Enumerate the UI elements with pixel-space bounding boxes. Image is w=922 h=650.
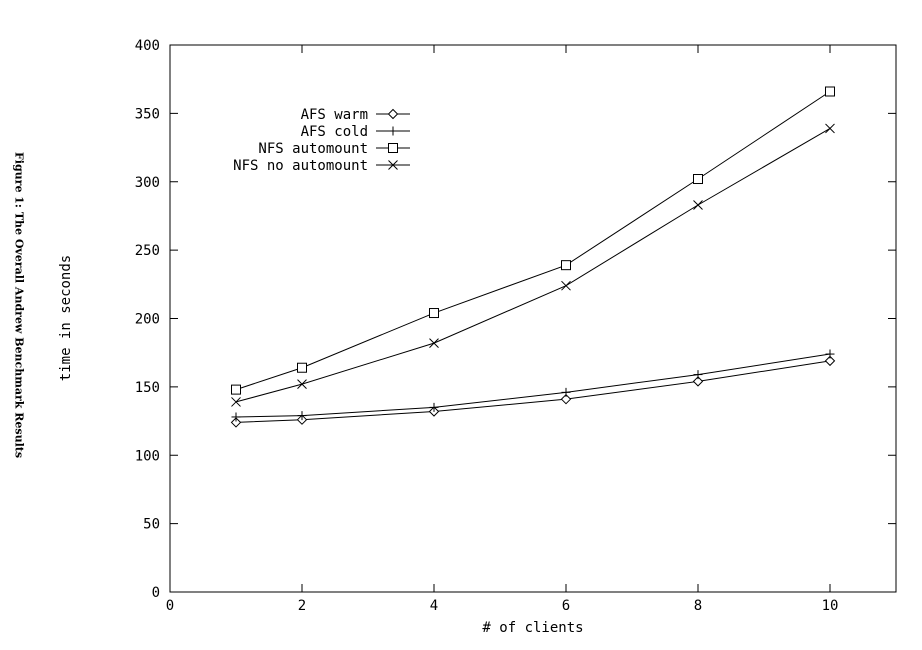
y-tick-label: 200 xyxy=(135,312,160,328)
x-tick-label: 0 xyxy=(166,598,174,614)
data-point xyxy=(230,417,242,428)
legend-label: NFS no automount xyxy=(233,158,368,174)
data-point xyxy=(560,393,572,405)
data-point xyxy=(561,260,571,271)
data-point xyxy=(825,123,835,134)
data-point xyxy=(429,308,439,319)
legend-item: NFS no automount xyxy=(233,158,410,174)
y-tick-label: 0 xyxy=(152,585,160,601)
y-tick-label: 100 xyxy=(135,448,160,464)
series-line xyxy=(235,353,831,418)
y-tick-label: 250 xyxy=(135,243,160,259)
x-tick-label: 8 xyxy=(694,598,702,614)
legend-marker xyxy=(388,160,398,170)
y-axis: 0 50 100 150 200 250 300 350 400 xyxy=(135,38,896,601)
legend-item: AFS warm xyxy=(301,107,410,123)
legend-label: AFS cold xyxy=(301,124,368,140)
series-layer xyxy=(230,86,836,428)
series-afs-warm xyxy=(230,355,836,428)
data-point xyxy=(825,86,835,97)
x-axis: 0 2 4 6 8 10 xyxy=(166,45,839,614)
x-axis-label: # of clients xyxy=(482,620,583,636)
y-axis-label: time in seconds xyxy=(58,255,74,381)
x-tick-label: 6 xyxy=(562,598,570,614)
data-point xyxy=(231,384,241,395)
legend-item: AFS cold xyxy=(301,124,410,140)
series-afs-cold xyxy=(231,349,835,422)
data-point xyxy=(297,379,307,389)
x-tick-label: 2 xyxy=(298,598,306,614)
legend-label: AFS warm xyxy=(301,107,368,123)
y-tick-label: 400 xyxy=(135,38,160,54)
legend-marker xyxy=(387,108,399,120)
legend-item: NFS automount xyxy=(258,141,410,157)
y-tick-label: 350 xyxy=(135,106,160,122)
x-tick-label: 10 xyxy=(822,598,839,614)
data-point xyxy=(825,349,835,359)
y-tick-label: 300 xyxy=(135,175,160,191)
data-point xyxy=(429,338,439,348)
legend-marker xyxy=(388,143,398,153)
data-point xyxy=(231,412,241,422)
data-point xyxy=(561,387,571,397)
data-point xyxy=(231,397,241,407)
series-line xyxy=(235,91,831,391)
x-tick-label: 4 xyxy=(430,598,438,614)
series-line xyxy=(235,360,831,423)
data-point xyxy=(824,355,836,367)
data-point xyxy=(693,200,703,210)
y-tick-label: 50 xyxy=(143,517,160,533)
data-point xyxy=(297,411,307,421)
plot-frame xyxy=(169,44,897,593)
data-point xyxy=(561,280,571,291)
data-point xyxy=(297,362,307,373)
data-point xyxy=(692,376,704,387)
data-point xyxy=(693,174,703,185)
y-tick-label: 150 xyxy=(135,380,160,396)
series-nfs-automount xyxy=(231,86,835,395)
series-line xyxy=(235,127,831,403)
series-nfs-no-automount xyxy=(231,123,835,407)
data-point xyxy=(429,402,439,412)
legend-label: NFS automount xyxy=(258,141,368,157)
legend-marker xyxy=(388,126,398,136)
data-point xyxy=(693,370,703,380)
